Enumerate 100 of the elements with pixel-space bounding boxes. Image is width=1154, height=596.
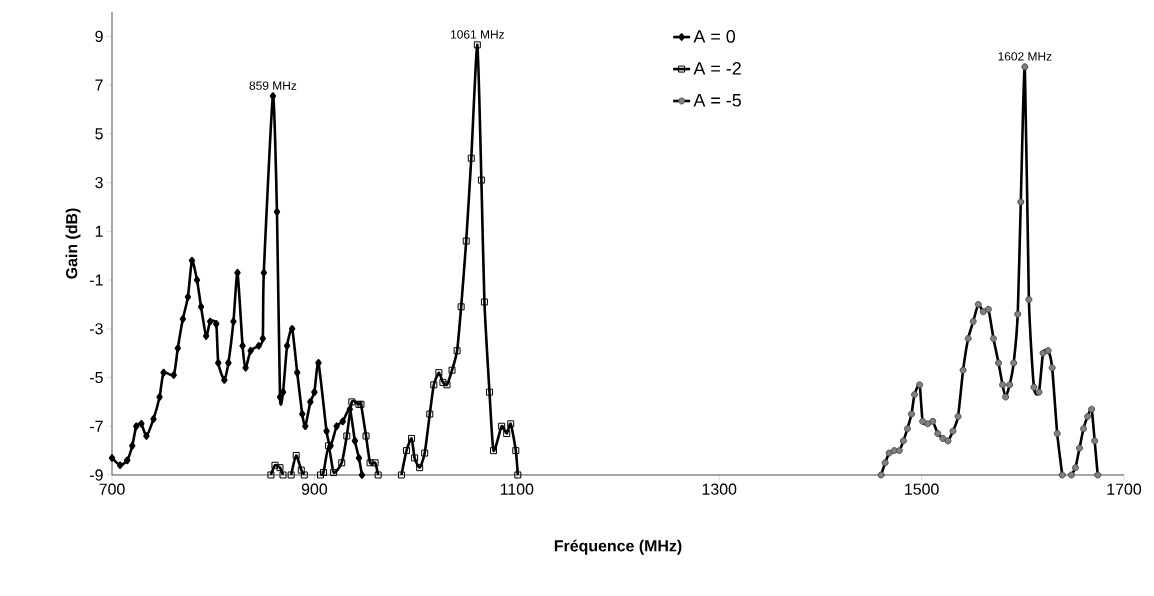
point xyxy=(207,317,214,326)
point xyxy=(339,417,346,426)
point xyxy=(271,461,279,469)
point xyxy=(480,298,488,306)
y-tick-label: -1 xyxy=(90,274,103,286)
point xyxy=(358,471,366,479)
point xyxy=(439,378,447,386)
point xyxy=(374,471,382,479)
point xyxy=(174,344,181,353)
y-tick-label: -5 xyxy=(90,371,103,384)
point xyxy=(294,368,301,377)
point xyxy=(267,471,275,479)
x-tick-label: 700 xyxy=(99,483,125,495)
y-tick-label: 1 xyxy=(95,225,103,237)
point xyxy=(150,415,157,423)
point xyxy=(225,359,232,367)
point xyxy=(156,393,163,401)
point xyxy=(273,208,281,216)
point xyxy=(255,342,262,350)
point xyxy=(283,342,291,350)
point xyxy=(315,359,322,367)
point xyxy=(129,441,136,450)
legend-label: A = -2 xyxy=(693,62,741,75)
point xyxy=(343,432,351,440)
point xyxy=(362,432,370,440)
legend-label: A = -5 xyxy=(693,94,741,107)
point xyxy=(179,315,187,323)
point xyxy=(403,447,410,455)
x-axis-title: Fréquence (MHz) xyxy=(554,539,682,555)
y-tick-label: 5 xyxy=(95,128,103,140)
x-tick-label: 1500 xyxy=(905,483,939,495)
point xyxy=(279,471,287,479)
point xyxy=(276,464,284,472)
point xyxy=(498,422,506,430)
point xyxy=(316,471,324,479)
y-axis-title: Gain (dB) xyxy=(65,208,81,279)
point xyxy=(188,256,196,265)
point xyxy=(346,405,354,413)
point xyxy=(371,459,379,467)
point xyxy=(421,449,429,457)
point xyxy=(355,454,363,462)
point xyxy=(430,381,438,389)
annotation: 859 MHz xyxy=(249,81,297,90)
point xyxy=(490,447,498,455)
point xyxy=(138,420,145,428)
y-tick-label: -3 xyxy=(90,323,103,335)
point xyxy=(338,459,346,467)
point xyxy=(287,471,295,479)
point xyxy=(292,451,300,459)
point xyxy=(311,388,318,396)
point xyxy=(247,346,254,355)
point xyxy=(300,471,308,479)
point xyxy=(426,410,434,418)
y-tick-label: 7 xyxy=(95,79,103,91)
x-tick-label: 1100 xyxy=(500,483,534,495)
point xyxy=(411,454,419,462)
annotation: 1061 MHz xyxy=(451,30,504,39)
point xyxy=(269,92,277,100)
point xyxy=(193,276,201,284)
point xyxy=(351,437,359,445)
point xyxy=(408,434,416,442)
point xyxy=(348,398,356,406)
legend-label: A = 0 xyxy=(693,30,736,43)
point xyxy=(288,324,296,333)
point xyxy=(514,471,522,479)
point xyxy=(443,381,451,389)
point xyxy=(170,371,177,379)
point xyxy=(435,369,443,377)
point xyxy=(448,366,456,374)
point xyxy=(259,334,266,343)
x-tick-label: 900 xyxy=(301,483,328,495)
y-tick-label: 9 xyxy=(95,30,103,42)
point xyxy=(143,432,150,440)
point xyxy=(299,410,306,418)
point xyxy=(512,447,520,455)
point xyxy=(213,320,220,328)
point xyxy=(230,317,237,326)
annotation: 1602 MHz xyxy=(998,52,1052,61)
point xyxy=(323,427,330,435)
point xyxy=(462,237,470,245)
point xyxy=(477,176,485,184)
point xyxy=(133,422,140,431)
y-tick-label: 3 xyxy=(95,176,103,189)
point xyxy=(260,268,267,277)
point xyxy=(108,454,116,462)
point xyxy=(330,469,338,477)
x-tick-label: 1300 xyxy=(702,483,737,495)
y-tick-label: -7 xyxy=(90,420,103,432)
point xyxy=(297,466,305,474)
point xyxy=(453,347,461,355)
point xyxy=(457,303,465,311)
point xyxy=(184,293,192,301)
point xyxy=(202,332,210,340)
point xyxy=(124,456,131,465)
point xyxy=(215,359,222,367)
point xyxy=(239,342,246,350)
point xyxy=(485,388,493,396)
point xyxy=(366,459,374,467)
point xyxy=(416,464,424,472)
point xyxy=(116,461,124,470)
